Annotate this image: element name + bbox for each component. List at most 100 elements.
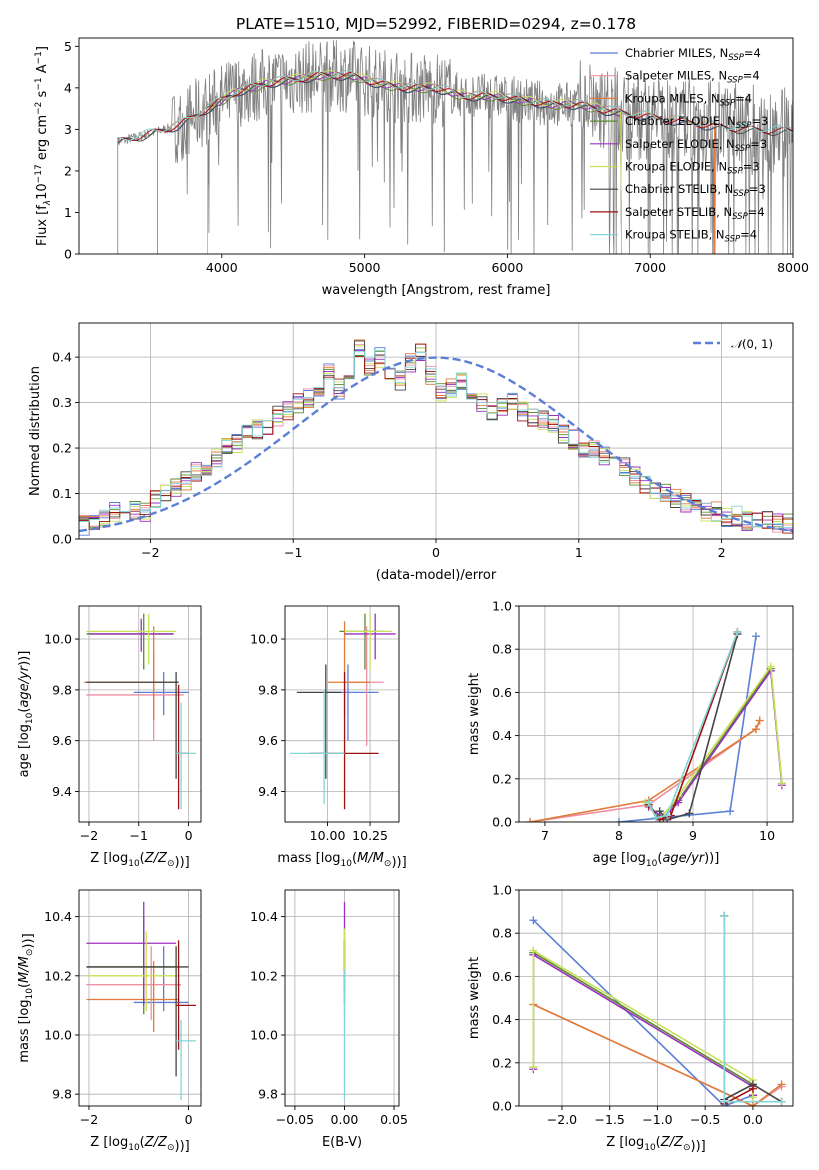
- legend-entry-part: =4: [740, 228, 757, 242]
- weight-marker: [777, 1097, 786, 1106]
- y-axis-label-part: Flux [f: [35, 205, 50, 246]
- y-tick-label: 0.3: [52, 395, 72, 410]
- x-axis-label-part: 10: [341, 859, 353, 869]
- x-axis-label-part: (: [657, 851, 662, 866]
- weight-marker: [755, 716, 764, 725]
- x-tick-label: 4000: [206, 260, 238, 275]
- x-axis-label-part: mass [log: [277, 851, 340, 866]
- legend-entry: Kroupa MILES, NSSP=4: [625, 91, 752, 108]
- panel-residuals: −2 −1 0 1 2 0.0 0.1 0.2 0.3 0.4 (data-model)/error…: [28, 322, 794, 583]
- y-tick-label: 10.0: [44, 632, 72, 647]
- plot-area: [79, 890, 201, 1106]
- weight-marker: [614, 818, 623, 822]
- x-axis-label-part: /: [153, 1135, 160, 1150]
- x-axis-label-part: 10: [644, 1143, 656, 1153]
- x-tick-label: −2: [80, 1112, 98, 1127]
- y-tick-label: 0.0: [492, 1099, 512, 1114]
- y-tick-label: 9.8: [52, 1087, 72, 1102]
- weight-marker: [685, 809, 694, 818]
- x-tick-label: 0.0: [743, 1112, 763, 1127]
- y-axis-label-part: A: [35, 64, 50, 77]
- x-tick-label: 8: [615, 828, 623, 843]
- y-tick-label: 9.8: [258, 682, 278, 697]
- y-tick-label: 9.6: [258, 733, 278, 748]
- y-tick-label: 1: [64, 205, 72, 220]
- plot-area: [285, 890, 399, 1106]
- weight-marker: [748, 1093, 757, 1102]
- legend-entry-part: Salpeter ELODIE, N: [625, 137, 735, 151]
- y-axis-label-part: −2: [34, 102, 44, 115]
- y-axis-label-part: −1: [34, 77, 44, 90]
- y-axis-label-part: M: [17, 956, 32, 967]
- weight-marker: [748, 1102, 757, 1106]
- x-tick-label: 0: [185, 1112, 193, 1127]
- x-tick-label: 9: [689, 828, 697, 843]
- x-axis-label-part: (: [140, 851, 145, 866]
- legend-entry: Chabrier MILES, NSSP=4: [625, 46, 761, 63]
- weight-marker: [655, 807, 664, 816]
- x-axis-label-part: age [log: [593, 851, 646, 866]
- axes-frame: [518, 605, 794, 823]
- axes-frame: [518, 889, 794, 1107]
- y-axis-label-part: erg cm: [35, 115, 50, 164]
- x-axis-label-part: Z [log: [90, 851, 128, 866]
- x-axis-label-part: (: [352, 851, 357, 866]
- legend-entry-part: =4: [743, 69, 760, 83]
- plot-area: [79, 323, 793, 539]
- legend-entry-part: SSP: [725, 235, 741, 245]
- x-axis-label: Z [log10(Z/Z⊙))]: [90, 851, 189, 870]
- histogram-step-line: [79, 350, 793, 529]
- legend-entry: Salpeter MILES, NSSP=4: [625, 69, 760, 86]
- weight-marker: [751, 632, 760, 641]
- model-spectrum-line: [117, 71, 793, 254]
- weight-line: [644, 664, 783, 822]
- y-axis-label-part: 10: [25, 712, 35, 724]
- x-tick-label: 0: [432, 545, 440, 560]
- y-tick-label: 0: [64, 247, 72, 262]
- x-tick-label: −1: [284, 545, 302, 560]
- axes-frame: [78, 37, 794, 255]
- y-axis-label-part: ]: [35, 46, 50, 51]
- panel-weight-vs-age: 7 8 9 10 0.0 0.2 0.4 0.6 0.8 1.0 mass weight age [l…: [467, 599, 794, 869]
- legend-entry-part: Chabrier STELIB, N: [625, 182, 733, 196]
- x-axis-label-part: Z: [660, 1135, 671, 1150]
- x-axis-label-part: /: [686, 851, 693, 866]
- x-axis-label-part: /: [669, 1135, 676, 1150]
- x-tick-label: 5000: [349, 260, 381, 275]
- legend-entry: Kroupa STELIB, NSSP=4: [625, 228, 757, 245]
- x-tick-label: 7: [541, 828, 549, 843]
- legend-entry-part: SSP: [728, 53, 744, 63]
- x-axis-label: Z [log10(Z/Z⊙))]: [606, 1135, 705, 1154]
- plot-area: [79, 606, 201, 822]
- y-tick-label: 0.0: [52, 532, 72, 547]
- y-tick-label: 10.2: [250, 968, 278, 983]
- x-axis-label: mass [log10(M/M⊙))]: [277, 851, 406, 870]
- weight-marker: [733, 627, 742, 636]
- y-tick-label: 10.0: [250, 1027, 278, 1042]
- axes-frame: [284, 889, 400, 1107]
- y-tick-label: 9.8: [258, 1087, 278, 1102]
- legend-entry: Chabrier ELODIE, NSSP=3: [625, 114, 768, 131]
- y-tick-label: 0.4: [52, 350, 72, 365]
- y-axis-label-part: −17: [34, 164, 44, 183]
- legend-entry-part: =3: [749, 182, 766, 196]
- x-axis-label-part: age: [662, 851, 686, 866]
- weight-marker: [777, 1080, 786, 1089]
- x-tick-label: 10: [759, 828, 775, 843]
- x-axis-label-part: /: [367, 851, 374, 866]
- x-tick-label: −2: [80, 828, 98, 843]
- weight-line: [618, 636, 757, 822]
- x-tick-label: −0.05: [276, 1112, 314, 1127]
- y-axis-label: Flux [fλ10−17 erg cm−2 s−1 A−1]: [34, 46, 53, 246]
- plot-area: [519, 890, 793, 1106]
- axes-frame: [78, 605, 202, 823]
- y-tick-label: 0.2: [492, 771, 512, 786]
- y-tick-label: 0.2: [492, 1055, 512, 1070]
- x-axis-label-part: ⊙: [167, 1143, 175, 1153]
- plot-area: [519, 606, 793, 822]
- y-tick-label: 0.4: [492, 728, 512, 743]
- x-axis-label-part: Z: [157, 851, 168, 866]
- legend-entry-part: SSP: [727, 76, 743, 86]
- y-axis-label-part: /: [17, 677, 32, 684]
